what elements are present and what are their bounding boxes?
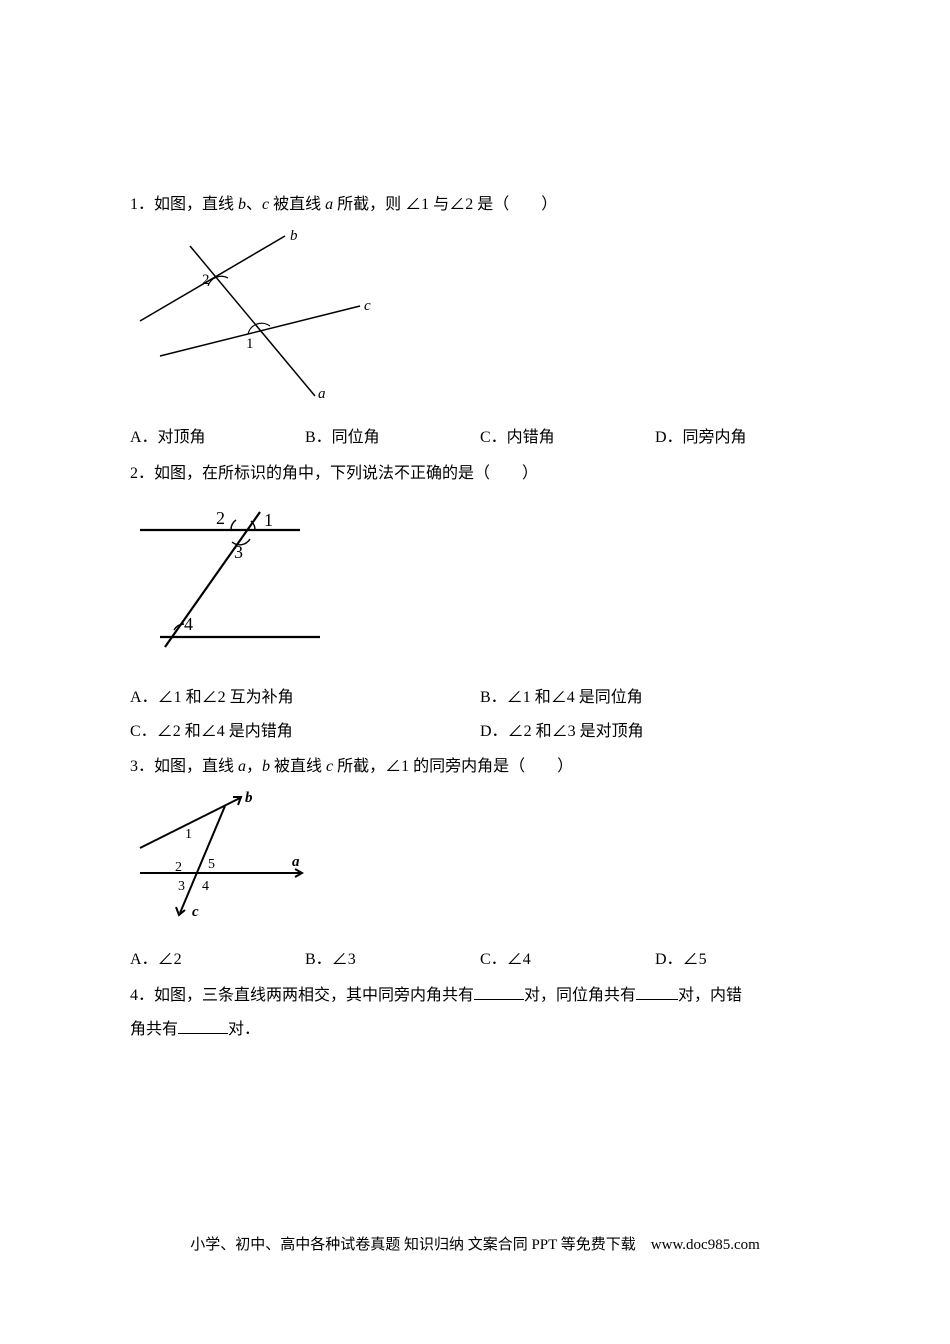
q1-optD: D．同旁内角 xyxy=(655,423,830,453)
q3-optD: D．∠5 xyxy=(655,945,830,975)
q2-l2: 2 xyxy=(216,508,225,528)
q3-l5: 5 xyxy=(208,857,215,872)
q3-lb: b xyxy=(245,790,253,806)
q1-pre: 1．如图，直线 xyxy=(130,196,238,213)
q3-stem: 3．如图，直线 a，b 被直线 c 所截，∠1 的同旁内角是（ ） xyxy=(130,752,830,782)
q2-stem: 2．如图，在所标识的角中，下列说法不正确的是（ ） xyxy=(130,459,830,489)
q1-stem: 1．如图，直线 b、c 被直线 a 所截，则 ∠1 与∠2 是（ ） xyxy=(130,190,830,220)
q1-m3: 与∠ xyxy=(429,196,465,213)
q1-label-b: b xyxy=(290,228,298,244)
q3-l4: 4 xyxy=(202,879,209,894)
q4-line1: 4．如图，三条直线两两相交，其中同旁内角共有对，同位角共有对，内错 xyxy=(130,981,830,1011)
q2-optD: D．∠2 和∠3 是对顶角 xyxy=(480,717,830,747)
q2-optB: B．∠1 和∠4 是同位角 xyxy=(480,683,830,713)
q1-ang2: 2 xyxy=(465,196,473,213)
q2-l3: 3 xyxy=(234,542,243,562)
blank-3 xyxy=(178,1018,228,1034)
q2-optC: C．∠2 和∠4 是内错角 xyxy=(130,717,480,747)
q3-optA: A．∠2 xyxy=(130,945,305,975)
page-footer: 小学、初中、高中各种试卷真题 知识归纳 文案合同 PPT 等免费下载 www.d… xyxy=(0,1233,950,1254)
q1-label-c: c xyxy=(364,298,371,314)
q3-l2: 2 xyxy=(175,860,182,875)
q4-line2: 角共有对． xyxy=(130,1015,830,1045)
q1-optB: B．同位角 xyxy=(305,423,480,453)
q2-optA: A．∠1 和∠2 互为补角 xyxy=(130,683,480,713)
q3-la: a xyxy=(292,854,300,870)
q1-svg: b c a 2 1 xyxy=(130,226,380,401)
q2-row2: C．∠2 和∠4 是内错角 D．∠2 和∠3 是对顶角 xyxy=(130,717,830,747)
q1-label-1: 1 xyxy=(246,336,254,352)
q1-label-2: 2 xyxy=(202,272,210,288)
q1-s1: 、 xyxy=(246,196,262,213)
q1-ang1: 1 xyxy=(421,196,429,213)
q2-l4: 4 xyxy=(184,614,193,634)
q1-a: a xyxy=(325,196,333,213)
q1-optA: A．对顶角 xyxy=(130,423,305,453)
q1-label-a: a xyxy=(318,386,326,401)
q3-l1: 1 xyxy=(185,827,192,842)
q2-figure: 1 2 3 4 xyxy=(130,502,830,663)
q3-svg: b a c 1 2 3 4 5 xyxy=(130,788,315,923)
q2-l1: 1 xyxy=(264,510,273,530)
blank-2 xyxy=(636,984,678,1000)
q1-m1: 被直线 xyxy=(269,196,325,213)
q3-figure: b a c 1 2 3 4 5 xyxy=(130,788,830,934)
q1-figure: b c a 2 1 xyxy=(130,226,830,412)
q3-l3: 3 xyxy=(178,879,185,894)
q2-row1: A．∠1 和∠2 互为补角 B．∠1 和∠4 是同位角 xyxy=(130,683,830,713)
q1-options: A．对顶角 B．同位角 C．内错角 D．同旁内角 xyxy=(130,423,830,453)
q1-tail: 是（ ） xyxy=(473,196,557,213)
q3-optB: B．∠3 xyxy=(305,945,480,975)
q3-options: A．∠2 B．∠3 C．∠4 D．∠5 xyxy=(130,945,830,975)
blank-1 xyxy=(474,984,524,1000)
q1-m2: 所截，则 ∠ xyxy=(333,196,421,213)
q3-optC: C．∠4 xyxy=(480,945,655,975)
q1-optC: C．内错角 xyxy=(480,423,655,453)
q2-svg: 1 2 3 4 xyxy=(130,502,330,652)
q1-b: b xyxy=(238,196,246,213)
page-content: 1．如图，直线 b、c 被直线 a 所截，则 ∠1 与∠2 是（ ） b c a… xyxy=(130,190,830,1050)
q3-lc: c xyxy=(192,904,199,920)
